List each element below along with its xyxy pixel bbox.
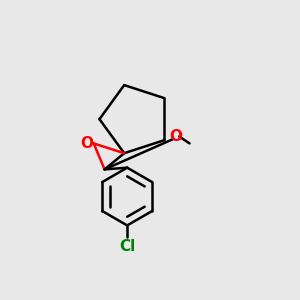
Text: O: O (169, 129, 182, 144)
Text: O: O (80, 136, 93, 151)
Text: Cl: Cl (119, 239, 135, 254)
